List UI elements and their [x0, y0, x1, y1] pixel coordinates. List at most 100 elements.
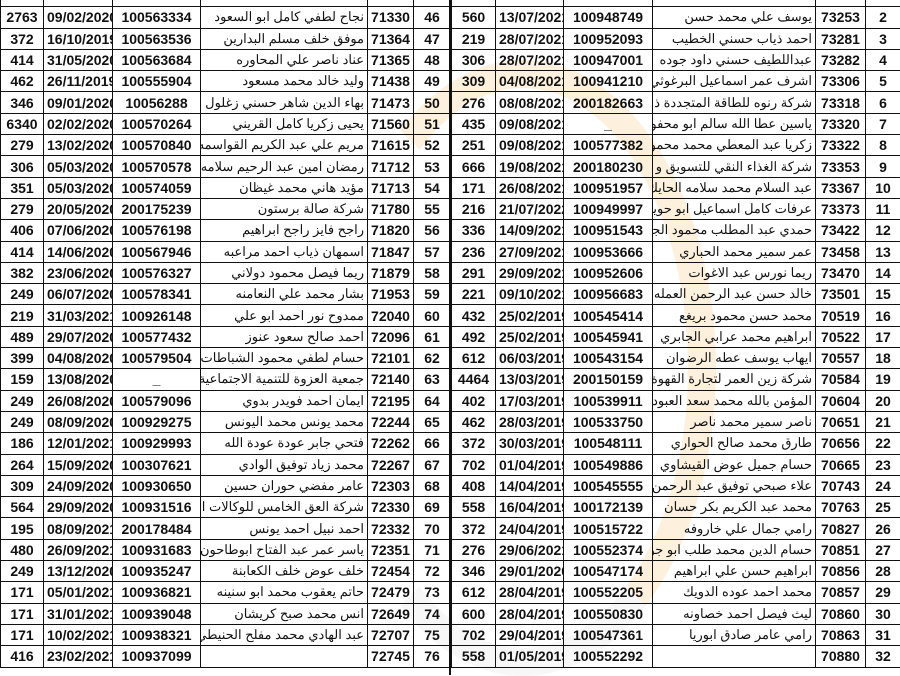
row-number-cell: 23	[866, 454, 900, 475]
date-cell: 24/04/2019	[496, 518, 564, 539]
code-cell: 72332	[368, 518, 414, 539]
code-cell: 71820	[368, 220, 414, 241]
row-number-cell: 4	[866, 49, 900, 70]
name-cell: عبد السلام محمد سلامه الحايك	[653, 177, 816, 198]
id-number-cell: 200150159	[564, 369, 653, 390]
row-number-cell: 60	[414, 305, 451, 326]
name-cell: احمد صالح سعود عنوز	[201, 326, 368, 347]
code-cell: 70651	[816, 411, 866, 432]
row-number-cell: 28	[866, 561, 900, 582]
date-cell: 28/07/2021	[496, 49, 564, 70]
id-number-cell: 100552292	[564, 646, 653, 667]
row-number-cell: 5	[866, 71, 900, 92]
code-cell: 71953	[368, 284, 414, 305]
name-cell: عبد الهادي محمد مفلح الحنيطي	[201, 624, 368, 645]
row-number-cell: 57	[414, 241, 451, 262]
name-cell: احمد نبيل احمد يونس	[201, 518, 368, 539]
name-cell: احمد ذياب حسني الخطيب	[653, 28, 816, 49]
amount-cell: 408	[452, 475, 496, 496]
id-number-cell: 100948749	[564, 7, 653, 28]
code-cell: 70880	[816, 646, 866, 667]
name-cell: عمر سمير محمد الحباري	[653, 241, 816, 262]
row-number-cell: 71	[414, 539, 451, 560]
id-number-cell: _	[564, 113, 653, 134]
name-cell: حسام الدين محمد طلب ابو جوده	[653, 539, 816, 560]
id-number-cell: 100951957	[564, 177, 653, 198]
code-cell: 70665	[816, 454, 866, 475]
code-cell: 70860	[816, 603, 866, 624]
code-cell: 70584	[816, 369, 866, 390]
name-cell: زكريا عبد المعطي محمد محمود	[653, 135, 816, 156]
name-cell: محمد حسن محمود بريغع	[653, 305, 816, 326]
date-cell: 29/09/2020	[44, 497, 113, 518]
id-number-cell: 100936821	[113, 582, 201, 603]
id-number-cell: 100539911	[564, 390, 653, 411]
code-cell: 73281	[816, 28, 866, 49]
code-cell: 70604	[816, 390, 866, 411]
amount-cell: 558	[452, 497, 496, 518]
amount-cell: 564	[1, 497, 44, 518]
amount-cell: 276	[452, 539, 496, 560]
amount-cell: 406	[1, 220, 44, 241]
amount-cell: 219	[452, 28, 496, 49]
id-number-cell: 100555904	[113, 71, 201, 92]
row-number-cell: 62	[414, 348, 451, 369]
amount-cell: 399	[1, 348, 44, 369]
code-cell: 73367	[816, 177, 866, 198]
amount-cell: 560	[452, 7, 496, 28]
id-number-cell: 100953666	[564, 241, 653, 262]
code-cell: 73306	[816, 71, 866, 92]
amount-cell: 416	[1, 646, 44, 667]
code-cell: 71847	[368, 241, 414, 262]
amount-cell: 219	[1, 305, 44, 326]
row-number-cell: 49	[414, 71, 451, 92]
code-cell: 71438	[368, 71, 414, 92]
amount-cell: 249	[1, 284, 44, 305]
code-cell: 73422	[816, 220, 866, 241]
id-number-cell: 100951543	[564, 220, 653, 241]
id-number-cell: 100930650	[113, 475, 201, 496]
date-cell: 26/08/2020	[44, 390, 113, 411]
date-cell: 23/02/2021	[44, 646, 113, 667]
date-cell: 09/02/2020	[44, 7, 113, 28]
table-row	[452, 0, 900, 7]
date-cell: 07/06/2020	[44, 220, 113, 241]
row-number-cell: 8	[866, 135, 900, 156]
name-cell: محمد زياد توفيق الوادي	[201, 454, 368, 475]
id-number-cell: 100550830	[564, 603, 653, 624]
date-cell: 14/04/2019	[496, 475, 564, 496]
code-cell: 70857	[816, 582, 866, 603]
name-cell: طارق محمد صالح الحواري	[653, 433, 816, 454]
id-number-cell: 100570840	[113, 135, 201, 156]
id-number-cell: 100931683	[113, 539, 201, 560]
id-number-cell: 100533750	[564, 411, 653, 432]
id-number-cell: 100929275	[113, 411, 201, 432]
amount-cell: 2763	[1, 7, 44, 28]
amount-cell: 6340	[1, 113, 44, 134]
row-number-cell: 74	[414, 603, 451, 624]
name-cell: عامر مفضي حوران حسين	[201, 475, 368, 496]
name-cell: ايمان احمد فويدر بدوي	[201, 390, 368, 411]
name-cell: محمد احمد عوده الدويك	[653, 582, 816, 603]
row-number-cell: 65	[414, 411, 451, 432]
date-cell: 05/01/2021	[44, 582, 113, 603]
name-cell: ريما نورس عبد الاغوات	[653, 262, 816, 283]
name-cell: يحيى زكريا كامل القريني	[201, 113, 368, 134]
id-number-cell: 100937099	[113, 646, 201, 667]
name-cell: حمدي عبد المطلب محمود الجيزاوي	[653, 220, 816, 241]
code-cell: 71879	[368, 262, 414, 283]
